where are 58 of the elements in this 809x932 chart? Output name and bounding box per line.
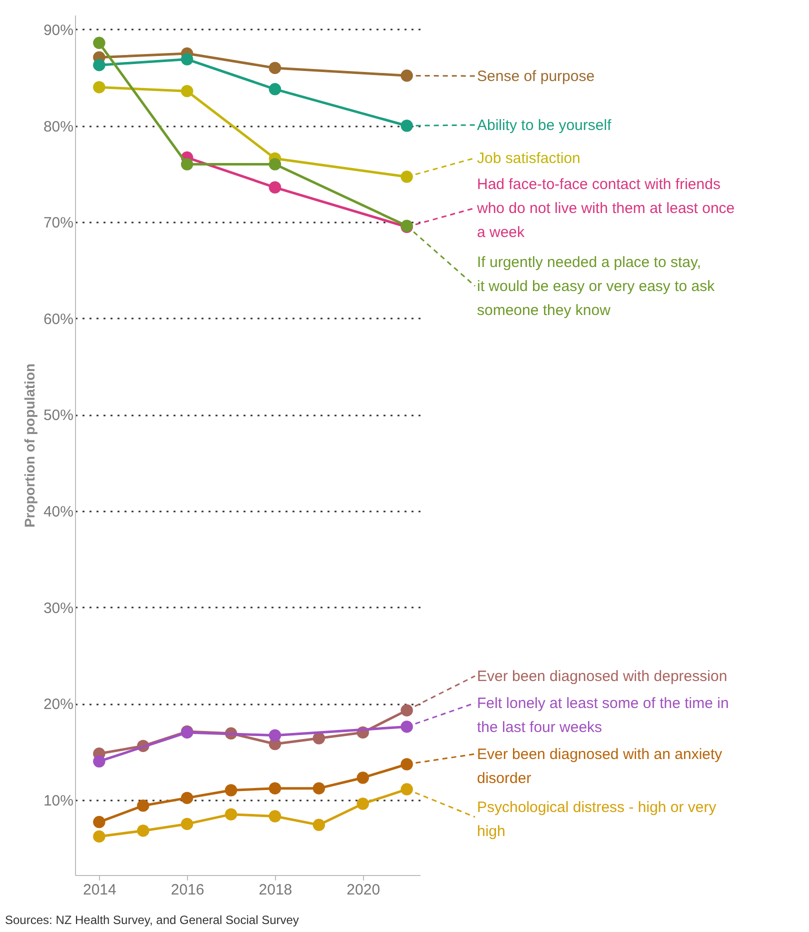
- point: [93, 81, 106, 94]
- x-tick-label: 2020: [346, 882, 380, 898]
- text: Ever been diagnosed with depression: [477, 668, 728, 685]
- point: [180, 818, 194, 830]
- point: [268, 83, 282, 96]
- point: [268, 782, 282, 794]
- point: [400, 758, 413, 770]
- point: [312, 818, 326, 832]
- y-axis-title: Proportion of population: [21, 363, 38, 528]
- point: [400, 70, 413, 82]
- point: [400, 720, 413, 733]
- legend-label: Felt lonely at least some of the time in the last four weeks: [477, 695, 729, 736]
- legend-label: Ability to be yourself: [477, 117, 612, 134]
- point: [224, 784, 238, 796]
- point: [180, 158, 194, 170]
- point: [180, 53, 194, 66]
- y-tick-label: 20%: [43, 696, 74, 714]
- point: [93, 36, 106, 50]
- point: [268, 158, 282, 170]
- point: [93, 58, 106, 72]
- point: [400, 170, 413, 183]
- point: [356, 772, 369, 784]
- point: [312, 732, 326, 744]
- point: [268, 62, 282, 74]
- point: [312, 782, 326, 794]
- y-tick-label: 50%: [43, 407, 74, 424]
- point: [400, 704, 413, 716]
- point: [268, 810, 282, 822]
- point: [93, 816, 106, 828]
- source-note: Sources: NZ Health Survey, and General Social Survey: [5, 913, 299, 927]
- y-tick-label: 40%: [43, 503, 74, 520]
- y-tick-label: 90%: [43, 22, 74, 39]
- legend-label: Had face-to-face contact with friends who do not live with them at least once a week: [476, 176, 735, 241]
- point: [400, 783, 413, 796]
- text: If urgently needed a place to stay, it would be easy or very easy to ask someone they know: [477, 254, 716, 319]
- point: [180, 792, 194, 804]
- point: [356, 798, 369, 810]
- point: [136, 824, 150, 837]
- point: [93, 755, 106, 768]
- point: [268, 729, 282, 742]
- y-tick-label: 30%: [43, 600, 74, 617]
- y-tick-label: 60%: [43, 310, 74, 328]
- legend-label: Sense of purpose: [477, 68, 595, 85]
- legend-label: Psychological distress - high or very high: [477, 799, 717, 840]
- point: [400, 120, 413, 132]
- y-tick-label: 10%: [43, 792, 74, 810]
- x-tick-label: 2018: [258, 882, 292, 898]
- y-tick-label: 80%: [43, 118, 74, 136]
- point: [268, 181, 282, 194]
- x-tick-label: 2014: [82, 882, 116, 898]
- point: [180, 84, 194, 98]
- point: [93, 830, 106, 843]
- point: [136, 800, 150, 812]
- legend-label: Ever been diagnosed with an anxiety disorder: [477, 746, 723, 787]
- y-tick-label: 70%: [43, 214, 74, 232]
- point: [224, 808, 238, 820]
- x-tick-label: 2016: [170, 882, 204, 898]
- legend-label: Job satisfaction: [477, 150, 580, 167]
